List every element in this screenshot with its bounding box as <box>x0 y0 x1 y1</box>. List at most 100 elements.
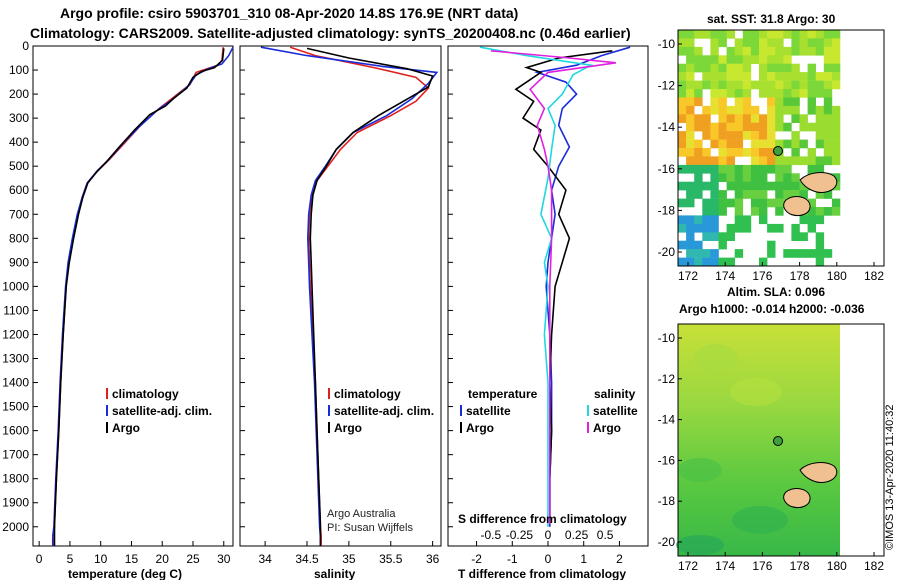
sst-map-cell <box>823 139 833 149</box>
sst-map-cell <box>783 72 792 81</box>
sst-map-cell <box>694 240 703 250</box>
sst-map-cell <box>734 249 744 258</box>
sst-map-cell <box>734 198 744 208</box>
sst-map-cell <box>734 114 744 123</box>
sst-map-cell <box>775 38 784 48</box>
map-y-tick-label: -20 <box>658 535 676 549</box>
sst-map-cell <box>791 139 800 149</box>
sst-map-cell <box>678 181 687 191</box>
sst-map-cell <box>767 148 776 157</box>
sst-map-cell <box>823 38 833 48</box>
sst-map-cell <box>775 80 784 90</box>
depth-tick-label: 1100 <box>3 303 29 317</box>
sla-map-blob <box>694 344 738 376</box>
sst-map-cell <box>799 181 808 191</box>
sst-map-cell <box>742 63 752 73</box>
sst-map-cell <box>686 249 695 258</box>
sst-map-cell <box>823 89 833 98</box>
sst-map-cell <box>726 139 735 149</box>
sst-map-cell <box>775 139 784 149</box>
sst-map-cell <box>678 80 687 90</box>
sst-map-cell <box>791 190 800 199</box>
sst-map-cell <box>750 131 760 140</box>
sst-map-cell <box>734 97 744 107</box>
x-tick-label: 2 <box>616 552 623 566</box>
sst-map-cell <box>807 207 816 216</box>
sst-map-cell <box>694 46 703 56</box>
sst-map-cell <box>750 148 760 157</box>
sst-map-cell <box>759 257 768 267</box>
sst-map-cell <box>710 105 719 115</box>
map-y-tick-label: -14 <box>658 413 676 427</box>
sst-map-cell <box>694 257 703 267</box>
sst-map-cell <box>734 46 744 56</box>
sst-map-cell <box>678 89 687 98</box>
sst-map-cell <box>783 97 792 107</box>
sst-map-cell <box>710 164 719 174</box>
sst-map: 172 174 176 178 180 182 -10 -12 -14 -16 -18 -20 <box>658 29 885 283</box>
map-y-tick-label: -10 <box>658 37 676 51</box>
map-x-tick-label: 172 <box>678 269 698 283</box>
sst-map-cell <box>742 80 752 90</box>
sst-map-cell <box>823 30 833 39</box>
sst-map-cell <box>815 38 825 48</box>
sst-map-cell <box>686 156 695 166</box>
sst-map-cell <box>686 46 695 56</box>
sst-map-cell <box>702 80 711 90</box>
sst-map-cell <box>807 30 816 39</box>
sst-map-cell <box>823 55 833 64</box>
sst-map-cell <box>759 181 768 191</box>
sst-map-cell <box>815 105 825 115</box>
sst-map-cell <box>823 63 833 73</box>
sst-map-cell <box>694 190 703 199</box>
sst-map-cell <box>831 131 841 140</box>
sst-map-cell <box>694 156 703 166</box>
sst-map-cell <box>686 80 695 90</box>
sst-map-cell <box>759 131 768 140</box>
sst-map-cell <box>767 80 776 90</box>
sst-map-cell <box>831 198 841 208</box>
sst-map-cell <box>718 164 727 174</box>
sst-map-cell <box>823 190 833 199</box>
sst-map-cell <box>678 139 687 149</box>
sst-map-cell <box>734 139 744 149</box>
sst-map-cell <box>734 215 744 225</box>
sst-map-cell <box>823 105 833 115</box>
sst-map-cell <box>702 181 711 191</box>
sst-map-cell <box>767 181 776 191</box>
sst-map-cell <box>726 131 735 140</box>
sst-map-cell <box>726 148 735 157</box>
sst-map-cell <box>767 139 776 149</box>
sst-map-cell <box>750 190 760 199</box>
sst-map-cell <box>710 131 719 140</box>
sst-map-cell <box>767 89 776 98</box>
temperature-x-label: temperature (deg C) <box>68 567 182 580</box>
sst-map-cell <box>775 198 784 208</box>
legend-argo: Argo <box>334 421 362 435</box>
temperature-panel <box>32 45 234 547</box>
sst-map-cells <box>678 30 841 267</box>
sst-map-cell <box>783 190 792 199</box>
header-line-2: Climatology: CARS2009. Satellite-adjuste… <box>30 25 631 41</box>
legend-climatology: climatology <box>334 387 401 401</box>
sst-map-cell <box>750 164 760 174</box>
sst-map-cell <box>702 131 711 140</box>
sst-map-cell <box>694 97 703 107</box>
sst-map-title: sat. SST: 31.8 Argo: 30 <box>707 12 836 26</box>
sst-map-cell <box>694 148 703 157</box>
sst-map-cell <box>815 156 825 166</box>
sst-map-cell <box>726 63 735 73</box>
depth-tick-label: 700 <box>9 207 29 221</box>
sst-map-cell <box>734 80 744 90</box>
sst-map-cell <box>791 72 800 81</box>
sst-map-cell <box>702 122 711 132</box>
sst-map-cell <box>734 122 744 132</box>
sst-map-cell <box>742 173 752 182</box>
sst-map-cell <box>775 55 784 64</box>
sst-map-cell <box>775 63 784 73</box>
x-tick-label: 0 <box>545 552 552 566</box>
sst-map-cell <box>823 46 833 56</box>
legend-satellite: satellite-adj. clim. <box>334 404 434 418</box>
depth-tick-label: 1800 <box>2 472 29 486</box>
sst-map-cell <box>718 38 727 48</box>
